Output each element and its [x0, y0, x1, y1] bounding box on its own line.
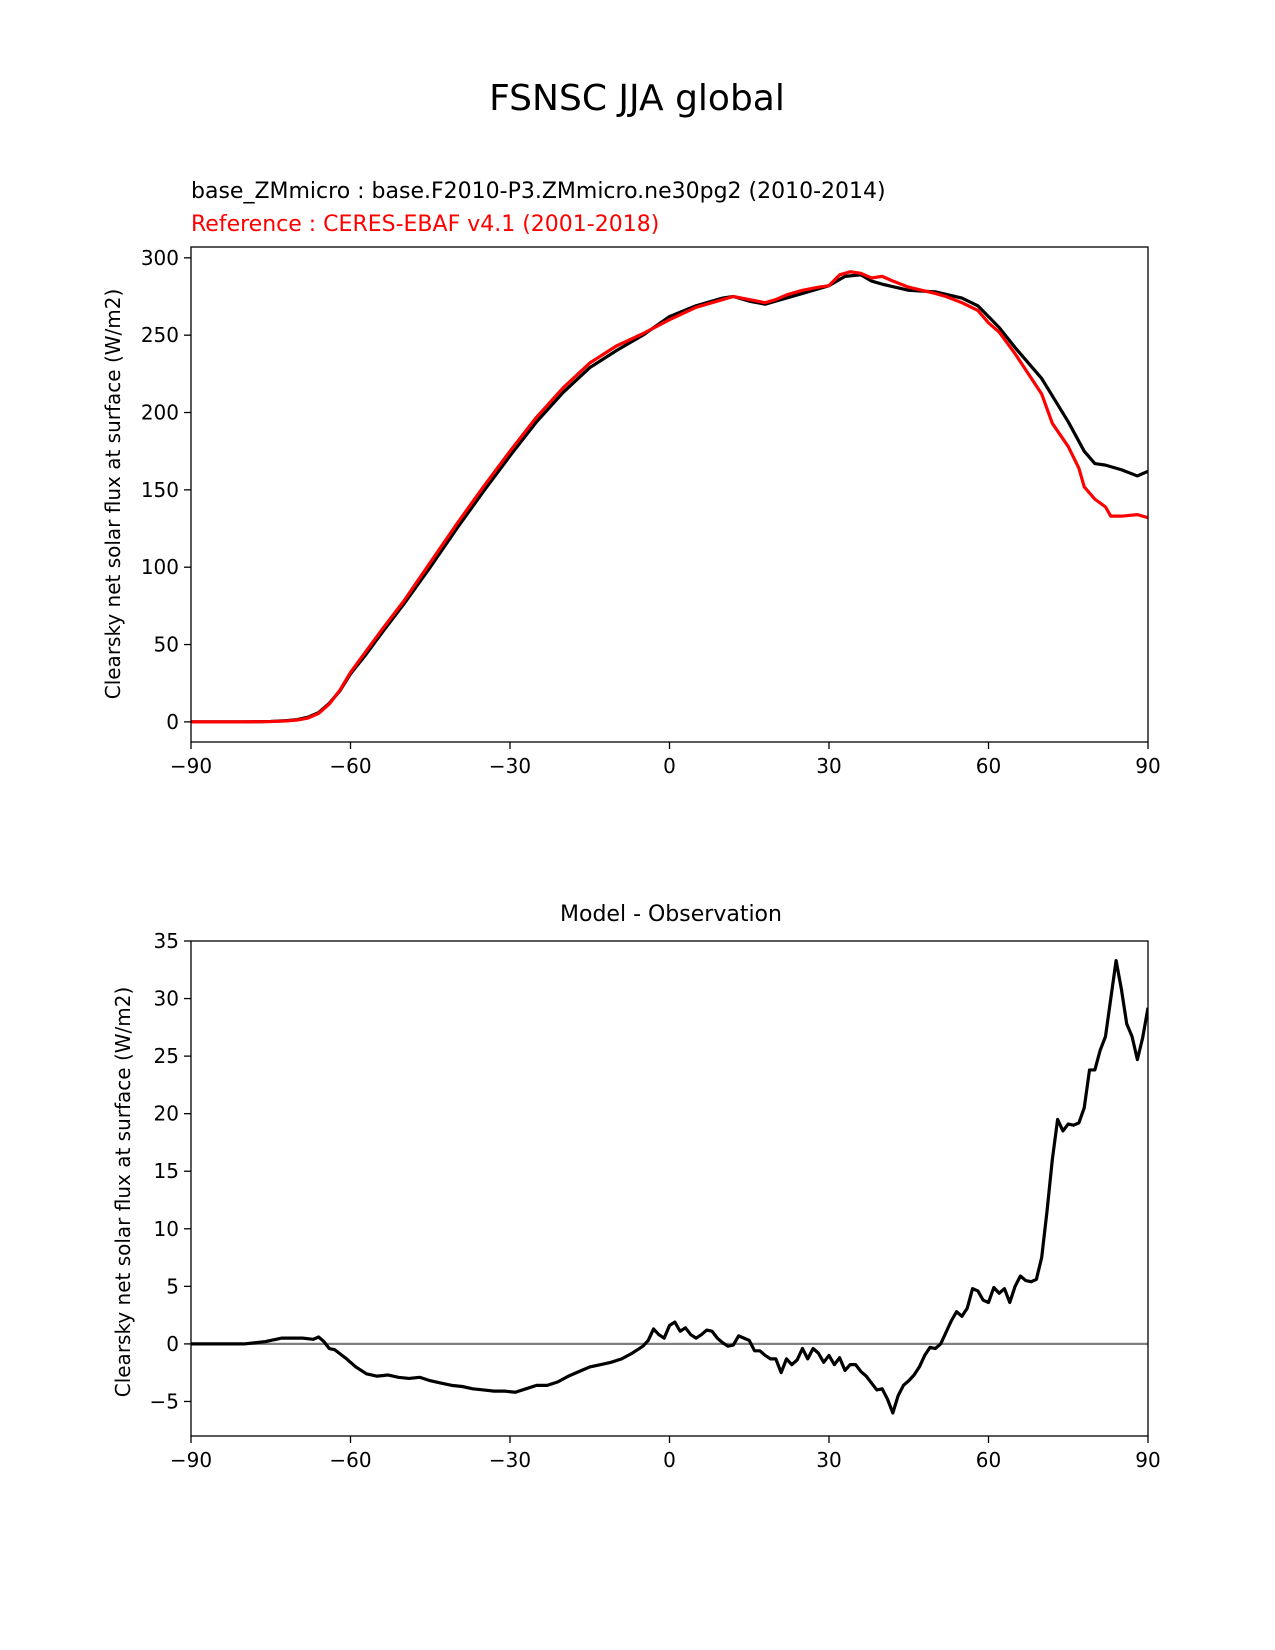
top-plot-area: −90 −60 −30 0 30 60 90 0 50 100 150 200 250 300 [141, 246, 1161, 778]
top-panel-y-axis-label: Clearsky net solar flux at surface (W/m2… [101, 289, 125, 700]
bottom-x-tick-label: 0 [663, 1448, 676, 1472]
top-y-tick-label: 200 [141, 401, 179, 425]
bottom-plot-area: −90 −60 −30 0 30 60 90 −5 0 5 10 15 20 25 30 35 [150, 929, 1161, 1472]
bottom-x-tick-label: 90 [1135, 1448, 1160, 1472]
top-panel-reference-title: Reference : CERES-EBAF v4.1 (2001-2018) [191, 212, 659, 237]
bottom-x-tick-label: −90 [170, 1448, 212, 1472]
bottom-y-tick-label: 0 [166, 1332, 179, 1356]
top-y-tick-label: 100 [141, 555, 179, 579]
bottom-y-tick-label: −5 [150, 1389, 179, 1413]
bottom-x-tick-label: −30 [489, 1448, 531, 1472]
bottom-x-tick-label: −60 [329, 1448, 371, 1472]
top-series-1-line [191, 270, 1148, 724]
top-x-tick-label: −60 [329, 754, 371, 778]
bottom-panel-y-axis-label: Clearsky net solar flux at surface (W/m2… [111, 987, 135, 1398]
bottom-y-tick-label: 25 [154, 1044, 179, 1068]
top-y-tick-label: 50 [154, 633, 179, 657]
bottom-y-tick-label: 20 [154, 1102, 179, 1126]
bottom-y-tick-label: 15 [154, 1159, 179, 1183]
bottom-panel-title: Model - Observation [560, 902, 782, 927]
bottom-x-tick-label: 30 [816, 1448, 841, 1472]
figure-title: FSNSC JJA global [489, 78, 785, 119]
bottom-y-tick-label: 5 [166, 1274, 179, 1298]
top-x-tick-label: −30 [489, 754, 531, 778]
bottom-x-tick-label: 60 [976, 1448, 1001, 1472]
bottom-panel: Model - Observation Clearsky net solar f… [111, 902, 1161, 1472]
bottom-y-tick-label: 10 [154, 1217, 179, 1241]
bottom-series-0-line [191, 958, 1148, 1415]
top-y-tick-label: 300 [141, 246, 179, 270]
top-x-tick-label: 0 [663, 754, 676, 778]
top-y-tick-label: 150 [141, 478, 179, 502]
top-x-tick-label: 60 [976, 754, 1001, 778]
bottom-y-tick-label: 30 [154, 987, 179, 1011]
bottom-y-tick-label: 35 [154, 929, 179, 953]
top-x-tick-label: 90 [1135, 754, 1160, 778]
top-panel: base_ZMmicro : base.F2010-P3.ZMmicro.ne3… [101, 179, 1161, 778]
top-panel-test-title: base_ZMmicro : base.F2010-P3.ZMmicro.ne3… [191, 179, 886, 204]
top-y-tick-label: 250 [141, 323, 179, 347]
top-x-tick-label: −90 [170, 754, 212, 778]
top-y-tick-label: 0 [166, 710, 179, 734]
top-x-tick-label: 30 [816, 754, 841, 778]
